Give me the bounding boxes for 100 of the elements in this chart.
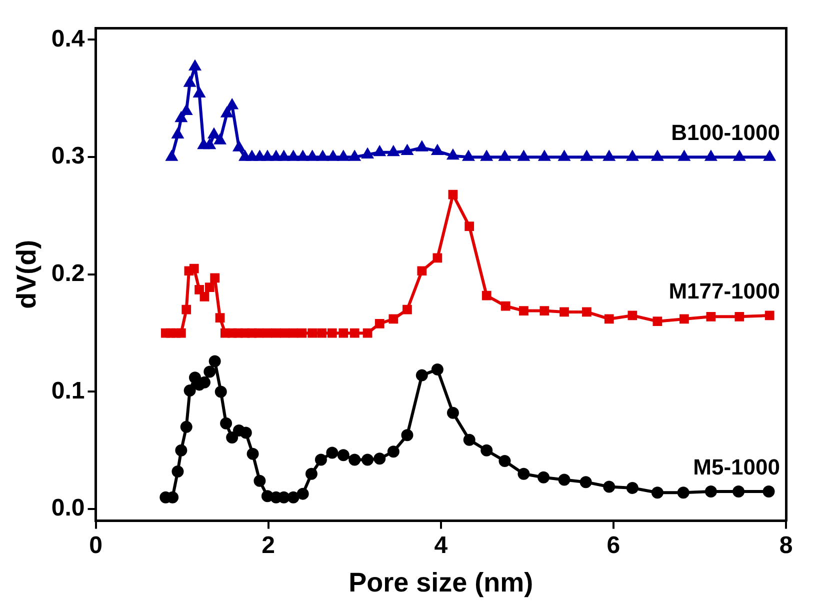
point	[764, 151, 776, 161]
point	[240, 426, 252, 439]
point	[628, 310, 638, 320]
point	[652, 316, 662, 326]
point	[254, 474, 266, 487]
point	[500, 301, 510, 311]
point	[226, 431, 238, 444]
point	[680, 314, 689, 324]
point	[762, 485, 775, 498]
point	[349, 151, 360, 161]
y-tick-label: 0.0	[51, 494, 85, 522]
point	[704, 485, 717, 498]
y-tick-label: 0.2	[51, 260, 85, 288]
point	[651, 486, 664, 499]
point	[222, 108, 232, 118]
point	[326, 446, 338, 459]
point	[604, 314, 614, 324]
y-tick-label: 0.4	[51, 25, 86, 52]
x-tick-label: 4	[434, 532, 448, 559]
point	[189, 264, 199, 274]
point	[271, 328, 281, 338]
point	[270, 151, 282, 161]
point	[172, 128, 184, 139]
point	[678, 151, 690, 161]
point	[374, 146, 386, 156]
point	[254, 151, 266, 161]
point	[338, 151, 349, 161]
point	[305, 468, 318, 480]
point	[706, 312, 716, 322]
series-label: M177-1000	[668, 278, 780, 304]
point	[234, 142, 244, 152]
point	[190, 60, 200, 70]
point	[288, 151, 299, 161]
series-label: B100-1000	[671, 120, 780, 146]
point	[519, 306, 528, 316]
point	[626, 482, 638, 494]
point	[652, 151, 663, 161]
point	[732, 485, 745, 498]
point	[246, 151, 258, 161]
point	[388, 314, 398, 324]
point	[287, 491, 300, 504]
point	[262, 328, 272, 338]
point	[226, 99, 238, 110]
point	[204, 282, 214, 292]
series-label: M5-1000	[693, 454, 780, 480]
point	[297, 328, 307, 338]
point	[388, 146, 399, 156]
point	[176, 112, 187, 122]
point	[387, 446, 400, 458]
point	[706, 151, 716, 161]
point	[327, 328, 337, 338]
point	[401, 429, 414, 442]
point	[446, 406, 459, 419]
point	[431, 363, 444, 376]
y-axis-title: dV(d)	[12, 240, 42, 309]
point	[603, 480, 616, 493]
point	[308, 328, 318, 338]
point	[558, 151, 570, 161]
point	[402, 145, 413, 155]
point	[175, 444, 188, 456]
point	[172, 466, 184, 478]
point	[184, 384, 196, 397]
point	[328, 151, 338, 161]
x-axis-title: Pore size (nm)	[348, 567, 534, 598]
point	[627, 151, 638, 161]
point	[200, 292, 210, 302]
point	[166, 151, 178, 161]
point	[463, 434, 476, 446]
point	[538, 471, 550, 484]
point	[210, 273, 220, 283]
point	[194, 88, 205, 98]
point	[582, 307, 592, 317]
point	[214, 134, 226, 144]
point	[314, 454, 327, 466]
x-tick-label: 6	[606, 532, 620, 559]
point	[480, 444, 493, 456]
point	[180, 105, 192, 116]
point	[374, 319, 384, 328]
point	[184, 77, 196, 87]
point	[348, 454, 361, 466]
point	[208, 128, 220, 139]
point	[604, 151, 615, 161]
point	[580, 476, 592, 488]
point	[764, 310, 774, 320]
point	[481, 151, 492, 161]
point	[581, 151, 592, 161]
point	[215, 313, 225, 322]
point	[180, 420, 192, 433]
point	[518, 468, 530, 480]
point	[539, 151, 550, 161]
point	[220, 417, 232, 430]
point	[204, 139, 216, 150]
point	[734, 151, 745, 161]
point	[518, 151, 530, 161]
point	[482, 290, 492, 300]
point	[280, 328, 290, 338]
y-tick-label: 0.1	[51, 377, 85, 404]
point	[734, 312, 744, 322]
x-tick-label: 8	[779, 532, 793, 559]
point	[338, 328, 348, 338]
